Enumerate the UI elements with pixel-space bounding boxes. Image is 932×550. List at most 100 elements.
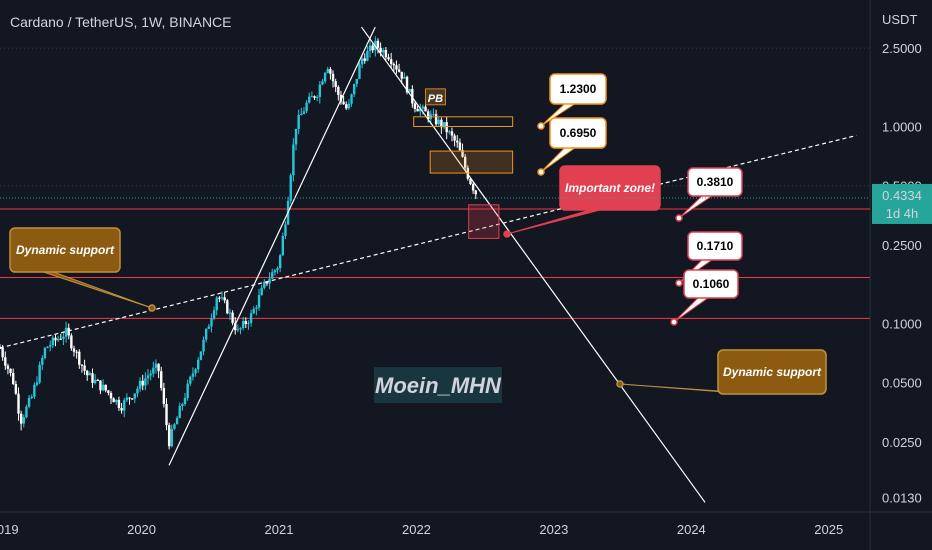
- y-tick-label: 0.0130: [882, 491, 922, 506]
- candle-body: [363, 58, 366, 61]
- dynamic-support-callout-right-text: Dynamic support: [723, 365, 822, 379]
- candle-body: [104, 384, 107, 391]
- candle-body: [210, 318, 213, 327]
- candle-body: [51, 337, 55, 346]
- dynamic-support-callout-right[interactable]: Dynamic support: [616, 349, 827, 395]
- watermark-text: Moein_MHN: [375, 373, 502, 398]
- candle-body: [141, 380, 144, 386]
- important-zone-callout-box: [559, 165, 661, 211]
- callout-1230-text: 1.2300: [560, 82, 597, 96]
- y-tick-label: 2.5000: [882, 41, 922, 56]
- candle-body: [183, 398, 187, 405]
- candle-body: [297, 115, 300, 129]
- candle-body: [212, 310, 216, 319]
- candle-body: [389, 59, 393, 64]
- candle-body: [255, 307, 258, 309]
- callout-0171-text: 0.1710: [697, 239, 734, 253]
- candle-body: [300, 113, 303, 116]
- candle-body: [463, 156, 467, 168]
- callout-0106-box: [683, 269, 739, 299]
- callout-0695-box: [549, 117, 607, 149]
- candle-body: [426, 111, 430, 119]
- callout-0106[interactable]: 0.1060: [670, 269, 739, 326]
- candle-body: [318, 84, 322, 97]
- candle-body: [70, 335, 73, 349]
- candle-body: [458, 142, 462, 151]
- candle-body: [154, 363, 158, 368]
- candle-body: [358, 64, 361, 79]
- x-tick-label: 2020: [127, 522, 156, 537]
- candle-body: [14, 384, 18, 394]
- candle-body: [4, 357, 7, 366]
- candle-body: [6, 365, 10, 369]
- candle-body: [99, 380, 102, 391]
- candle-body: [400, 71, 403, 79]
- candle-body: [321, 81, 324, 85]
- candle-body: [194, 369, 197, 374]
- candle-body: [345, 104, 348, 109]
- candle-body: [157, 363, 160, 372]
- candle-body: [419, 108, 422, 112]
- candle-body: [302, 111, 306, 114]
- candle-body: [337, 86, 340, 95]
- candle-body: [220, 297, 224, 299]
- candle-body: [19, 413, 23, 424]
- candle-body: [355, 78, 359, 85]
- important-zone-callout[interactable]: Important zone!: [503, 165, 661, 238]
- callout-1230[interactable]: 1.2300: [537, 73, 607, 130]
- candle-body: [445, 122, 448, 133]
- candle-body: [371, 45, 374, 51]
- callout-0171-box: [687, 231, 743, 261]
- candle-body: [218, 297, 221, 299]
- candle-body: [123, 400, 126, 411]
- important-zone-callout-anchor: [503, 230, 511, 238]
- callout-0381-anchor: [675, 214, 683, 222]
- dynamic-support-callout-left-box: [9, 227, 121, 273]
- candle-body: [236, 329, 240, 331]
- candle-body: [223, 297, 226, 301]
- candle-body: [215, 297, 218, 311]
- candle-body: [136, 388, 139, 394]
- candle-body: [0, 347, 2, 349]
- candle-body: [456, 140, 459, 143]
- candle-body: [46, 346, 49, 348]
- y-tick-label: 0.1000: [882, 316, 922, 331]
- callout-0381[interactable]: 0.3810: [675, 167, 743, 222]
- important-zone-box: [468, 204, 500, 239]
- candle-body: [9, 368, 12, 373]
- candle-body: [67, 327, 70, 336]
- candle-body: [12, 372, 15, 385]
- callout-0695-anchor: [537, 168, 545, 176]
- candle-body: [96, 379, 99, 381]
- candle-body: [62, 336, 65, 339]
- candle-body: [331, 73, 335, 82]
- candle-body: [93, 379, 97, 383]
- candle-body: [334, 81, 337, 87]
- candle-body: [461, 150, 464, 157]
- candle-body: [292, 144, 295, 176]
- pb-label: PB: [428, 93, 443, 105]
- candle-body: [72, 348, 76, 352]
- current-price-badge[interactable]: [872, 183, 932, 224]
- callout-0106-text: 0.1060: [693, 277, 730, 291]
- candle-body: [450, 131, 454, 136]
- candle-body: [226, 300, 229, 314]
- candle-body: [342, 101, 345, 105]
- dynamic-support-callout-left-text: Dynamic support: [16, 243, 115, 257]
- candle-body: [181, 404, 184, 407]
- x-tick-label: 2022: [402, 522, 431, 537]
- current-price-value: 0.4334: [882, 188, 922, 203]
- candle-body: [239, 328, 242, 330]
- candle-countdown: 1d 4h: [886, 206, 919, 221]
- dynamic-support-callout-left[interactable]: Dynamic support: [9, 227, 156, 312]
- candle-body: [442, 122, 446, 128]
- candle-body: [130, 398, 134, 400]
- callout-0695[interactable]: 0.6950: [537, 117, 607, 176]
- candle-body: [125, 397, 129, 401]
- candle-body: [421, 106, 425, 109]
- candle-body: [112, 398, 115, 403]
- candle-body: [352, 84, 356, 95]
- candle-body: [75, 351, 78, 353]
- callout-1230-box: [549, 73, 607, 105]
